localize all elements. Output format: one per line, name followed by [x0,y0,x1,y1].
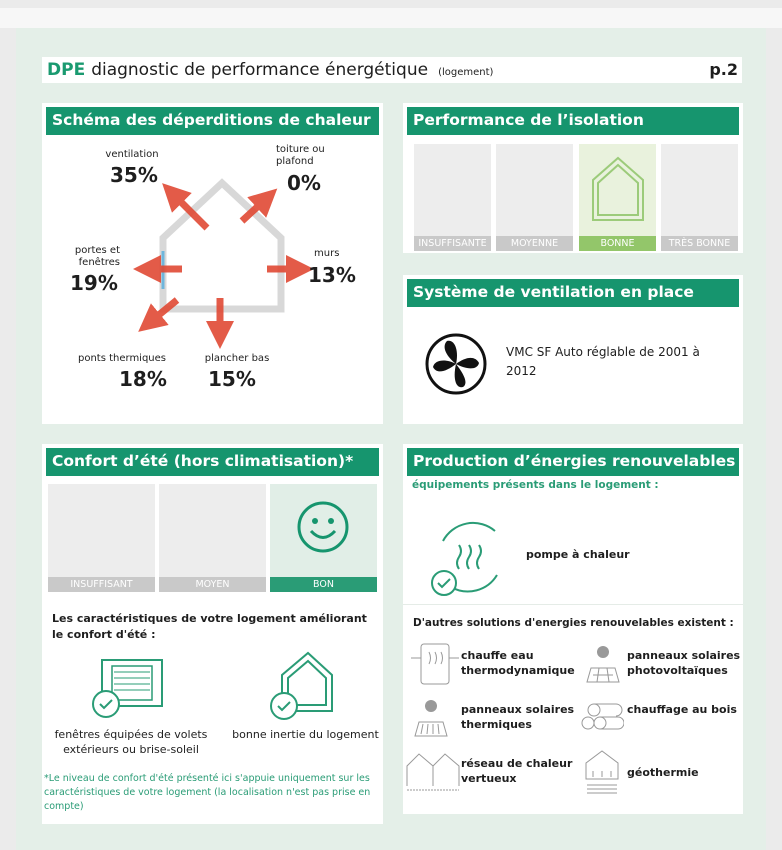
water-heater-icon [411,643,459,685]
heat-pump-icon [431,521,498,596]
top-strip [0,8,782,28]
other-solar-pv: panneaux solaires photovoltaïques [627,649,741,677]
renewables-panel: Production d’énergies renouvelables équi… [403,444,743,814]
ventilation-value: 35% [110,163,158,187]
ventilation-label: ventilation [105,149,159,160]
level-bon-selected: BON [270,484,377,592]
others-label: D'autres solutions d'energies renouvelab… [413,617,734,629]
other-wood: chauffage au bois [627,703,737,716]
level-tres-bonne: TRÈS BONNE [661,144,738,251]
thermal-bridges-value: 18% [119,367,167,391]
shutter-window-icon [92,659,163,718]
page-title: diagnostic de performance énergétique [91,60,429,80]
divider [403,604,743,605]
smiley-icon [297,501,349,553]
panel-title: Schéma des déperditions de chaleur [46,107,379,135]
page-subtitle: (logement) [438,67,494,78]
insulation-panel: Performance de l’isolation INSUFFISANTE … [403,103,743,253]
panel-title: Système de ventilation en place [407,279,739,307]
title-bar: DPE diagnostic de performance énergétiqu… [42,57,742,83]
fan-icon [425,333,487,395]
level-label: BONNE [579,236,656,251]
district-heating-icon [406,753,460,791]
level-moyenne: MOYENNE [496,144,573,251]
level-label: MOYENNE [496,236,573,251]
windows-label: portes et fenêtres [74,245,120,268]
roof-arrow [239,188,278,224]
roof-value: 0% [287,171,321,195]
other-solar-thermal: panneaux solaires thermiques [461,703,575,731]
solar-thermal-icon [414,700,448,737]
ventilation-panel: Système de ventilation en place VMC SF A… [403,275,743,424]
house-check-icon [270,651,333,720]
windows-value: 19% [70,271,118,295]
level-insuffisant: INSUFFISANT [48,484,155,592]
level-label: MOYEN [159,577,266,592]
feature-shutters: fenêtres équipées de volets extérieurs o… [54,728,208,756]
walls-label: murs [314,248,340,259]
insulated-house-icon [592,156,644,221]
footnote: *Le niveau de confort d'été présenté ici… [44,773,371,812]
feature-inertia: bonne inertie du logement [232,728,379,741]
wood-logs-icon [581,703,624,730]
solar-pv-icon [586,646,620,683]
thermal-bridges-label: ponts thermiques [77,353,167,364]
level-insuffisante: INSUFFISANTE [414,144,491,251]
summer-comfort-panel: Confort d’été (hors climatisation)* INSU… [42,444,383,824]
panel-title: Performance de l’isolation [407,107,739,135]
level-label: INSUFFISANTE [414,236,491,251]
level-label: INSUFFISANT [48,577,155,592]
present-heat-pump: pompe à chaleur [526,548,630,561]
ventilation-arrow [162,183,210,231]
other-geothermal: géothermie [627,766,699,779]
brand: DPE [47,60,86,80]
floor-value: 15% [208,367,256,391]
other-water-heater: chauffe eau thermodynamique [461,649,575,677]
walls-value: 13% [308,263,356,287]
level-label: TRÈS BONNE [661,236,738,251]
house-heat-diagram [133,178,314,349]
level-label: BON [270,577,377,592]
level-moyen: MOYEN [159,484,266,592]
panel-title: Confort d’été (hors climatisation)* [46,448,379,476]
geothermal-icon [585,750,619,794]
thermal-bridges-arrow [138,297,180,332]
level-bonne-selected: BONNE [579,144,656,251]
roof-label: toiture ou plafond [276,144,325,167]
features-intro: Les caractéristiques de votre logement a… [52,612,367,641]
ventilation-system: VMC SF Auto réglable de 2001 à 2012 [506,345,700,378]
other-district-heating: réseau de chaleur vertueux [461,757,573,785]
panel-title: Production d’énergies renouvelables [407,448,739,476]
heat-loss-panel: Schéma des déperditions de chaleur venti… [42,103,383,424]
present-label: équipements présents dans le logement : [412,479,659,491]
floor-label: plancher bas [204,353,270,364]
page-number: p.2 [709,60,738,79]
